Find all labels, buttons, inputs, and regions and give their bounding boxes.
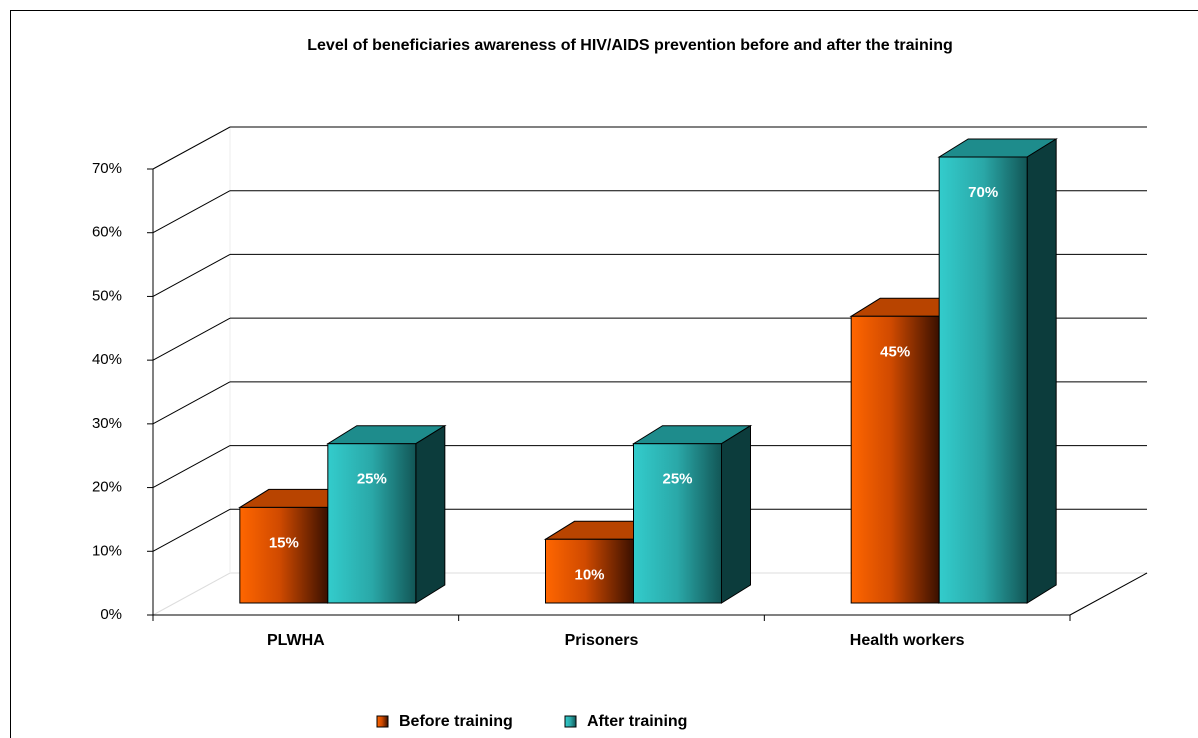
y-tick-label: 0%	[100, 606, 122, 623]
grid-line	[152, 508, 231, 552]
bar	[327, 443, 417, 604]
frame	[10, 10, 1198, 738]
y-tick-label: 20%	[92, 479, 122, 496]
bar-side	[1026, 138, 1057, 604]
bar-side	[415, 424, 446, 604]
y-tick-label: 40%	[92, 351, 122, 368]
grid-line	[152, 381, 231, 425]
value-label: 25%	[357, 471, 387, 488]
legend-swatch	[376, 715, 389, 728]
x-tick-label: Prisoners	[565, 632, 639, 649]
chart-title: Level of beneficiaries awareness of HIV/…	[307, 37, 953, 54]
bar	[850, 315, 940, 604]
value-label: 45%	[880, 343, 910, 360]
value-label: 70%	[968, 184, 998, 201]
grid-line	[152, 253, 231, 297]
x-tick-label: PLWHA	[267, 632, 325, 649]
y-tick-label: 50%	[92, 287, 122, 304]
bar	[545, 538, 634, 604]
legend-label: Before training	[399, 713, 513, 730]
value-label: 25%	[662, 471, 692, 488]
legend-swatch	[564, 715, 577, 728]
floor-edge	[1069, 572, 1148, 616]
bar-side	[721, 424, 751, 604]
grid-line	[152, 126, 231, 170]
y-tick-label: 10%	[92, 542, 122, 559]
bar	[239, 506, 329, 604]
y-tick-label: 30%	[92, 415, 122, 432]
y-tick-label: 70%	[92, 160, 122, 177]
bar	[938, 156, 1028, 604]
grid-line	[152, 190, 231, 234]
bar	[633, 443, 722, 604]
legend-label: After training	[587, 713, 687, 730]
y-tick-label: 60%	[92, 224, 122, 241]
value-label: 15%	[269, 534, 299, 551]
grid-line	[152, 445, 231, 489]
value-label: 10%	[574, 566, 604, 583]
x-tick-label: Health workers	[850, 632, 965, 649]
grid-line	[152, 317, 231, 361]
